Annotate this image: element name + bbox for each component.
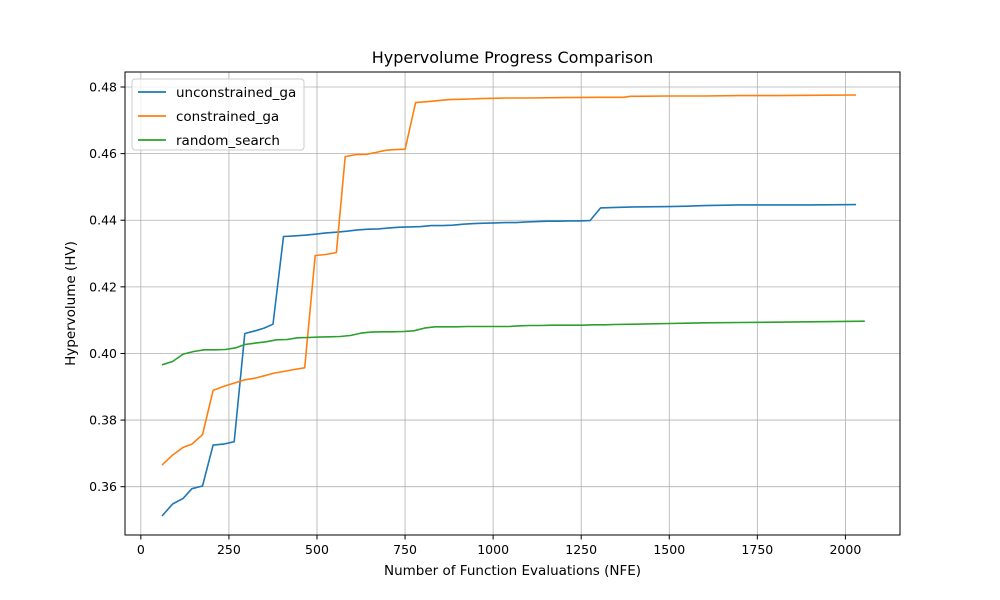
- x-axis-ticks: 0 250 500 750 1000 1250 1500 1750 2000: [137, 535, 861, 557]
- grid: [125, 72, 900, 535]
- chart-title: Hypervolume Progress Comparison: [372, 48, 654, 67]
- x-axis-label: Number of Function Evaluations (NFE): [384, 563, 641, 579]
- legend-label: unconstrained_ga: [176, 85, 296, 101]
- series-line-unconstrained-ga: [161, 203, 857, 517]
- series-layer: [161, 94, 865, 517]
- x-tick-label: 1500: [653, 542, 685, 557]
- x-tick-label: 250: [217, 542, 241, 557]
- y-tick-label: 0.46: [89, 146, 117, 161]
- legend-box: [131, 78, 305, 151]
- y-tick-label: 0.38: [89, 413, 117, 428]
- plot-area-frame: [124, 71, 901, 536]
- y-axis-label: Hypervolume (HV): [63, 241, 79, 366]
- x-tick-label: 750: [393, 542, 417, 557]
- legend: unconstrained_ga constrained_ga random_sea…: [131, 78, 305, 151]
- legend-label: constrained_ga: [176, 109, 279, 125]
- y-tick-label: 0.40: [89, 346, 117, 361]
- y-tick-label: 0.48: [89, 79, 117, 94]
- y-tick-label: 0.42: [89, 279, 117, 294]
- y-tick-label: 0.44: [89, 213, 117, 228]
- y-tick-label: 0.36: [89, 479, 117, 494]
- x-tick-label: 1250: [565, 542, 597, 557]
- x-tick-label: 0: [137, 542, 145, 557]
- x-tick-label: 1000: [477, 542, 509, 557]
- series-line-random-search: [161, 320, 865, 366]
- y-axis-ticks: 0.36 0.38 0.40 0.42 0.44 0.46 0.48: [89, 79, 125, 494]
- x-tick-label: 1750: [741, 542, 773, 557]
- x-tick-label: 2000: [829, 542, 861, 557]
- legend-label: random_search: [176, 133, 280, 149]
- series-line-constrained-ga: [161, 94, 857, 466]
- x-tick-label: 500: [305, 542, 329, 557]
